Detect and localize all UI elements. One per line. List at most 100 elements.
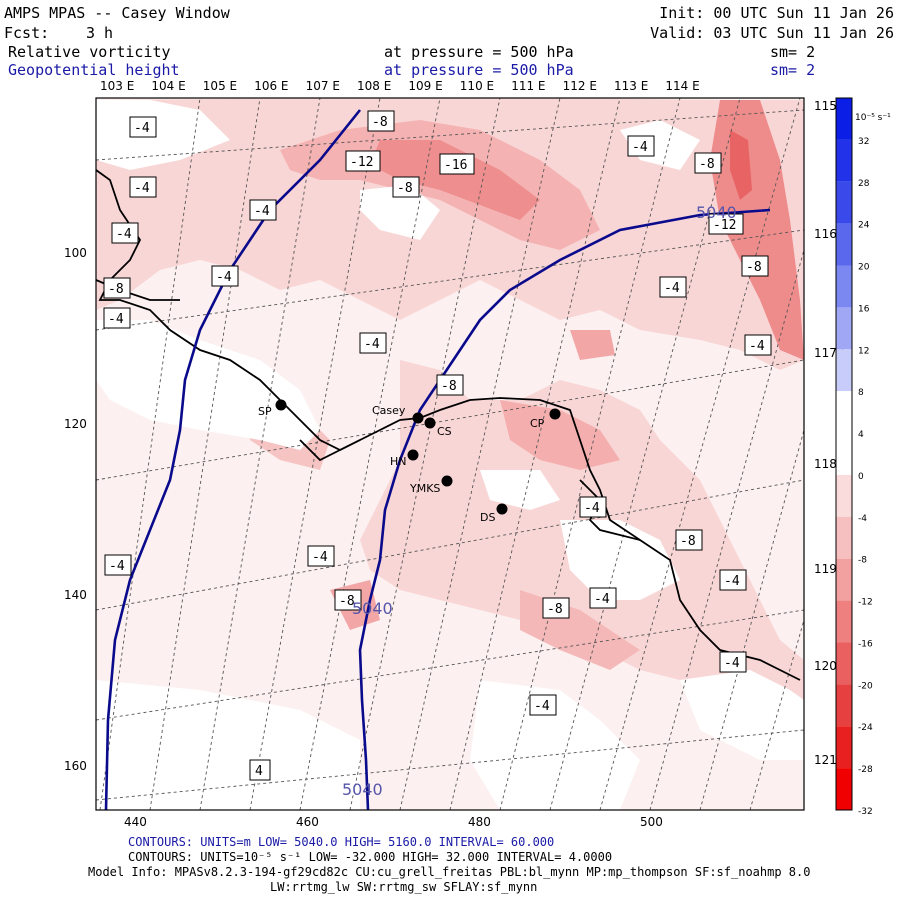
station-marker	[412, 412, 424, 424]
svg-text:-4: -4	[749, 339, 765, 354]
svg-text:-4: -4	[724, 574, 740, 589]
contour-label: -16	[439, 153, 475, 175]
height-label: 5040	[342, 780, 383, 799]
contour-label: -8	[103, 277, 131, 299]
svg-text:-8: -8	[680, 534, 696, 549]
station-marker	[275, 399, 287, 411]
contour-label: -4	[104, 554, 132, 576]
svg-text:-12: -12	[350, 155, 373, 170]
svg-text:-8: -8	[108, 282, 124, 297]
colorbar-unit: 10⁻⁵ s⁻¹	[855, 113, 891, 123]
contour-label: -4	[211, 265, 239, 287]
footer-height-contours: CONTOURS: UNITS=m LOW= 5040.0 HIGH= 5160…	[128, 835, 555, 849]
lon-label-top: 107 E	[305, 79, 340, 93]
contour-label: -4	[529, 694, 557, 716]
colorbar-swatch	[836, 726, 852, 769]
contour-label: -4	[129, 176, 157, 198]
valid-time: Valid: 03 UTC Sun 11 Jan 26	[650, 24, 894, 42]
contour-label: -4	[744, 334, 772, 356]
svg-text:-4: -4	[584, 501, 600, 516]
contour-label: -4	[579, 496, 607, 518]
colorbar-tick-label: 28	[858, 179, 870, 189]
contour-label: -12	[708, 213, 744, 235]
height-label: 5040	[696, 203, 737, 222]
svg-text:-4: -4	[134, 181, 150, 196]
smoothing-2: sm= 2	[770, 61, 816, 79]
svg-text:-4: -4	[632, 140, 648, 155]
contour-label: -4	[719, 651, 747, 673]
colorbar-swatch	[836, 768, 852, 810]
lon-label-top: 111 E	[511, 79, 546, 93]
lon-label-top: 104 E	[151, 79, 186, 93]
lon-label-top: 108 E	[357, 79, 392, 93]
contour-label: -4	[129, 116, 157, 138]
colorbar-swatch	[836, 600, 852, 643]
colorbar-swatch	[836, 181, 852, 224]
colorbar-tick-label: -20	[858, 681, 873, 691]
init-time: Init: 00 UTC Sun 11 Jan 26	[659, 4, 894, 22]
vorticity-region-neutral	[620, 120, 700, 170]
lon-label-top: 113 E	[614, 79, 649, 93]
x-tick-label: 480	[468, 815, 491, 829]
svg-text:-8: -8	[372, 115, 388, 130]
svg-text:-4: -4	[254, 204, 270, 219]
contour-label: -12	[345, 150, 381, 172]
footer-model-info: Model Info: MPASv8.2.3-194-gf29cd82c CU:…	[88, 865, 811, 879]
chart-title: AMPS MPAS -- Casey Window	[4, 4, 230, 22]
svg-text:-4: -4	[534, 699, 550, 714]
contour-label: -4	[589, 587, 617, 609]
station-label: HN	[390, 455, 407, 468]
colorbar-swatch	[836, 349, 852, 392]
colorbar-swatch	[836, 223, 852, 266]
y-tick-label: 100	[64, 246, 87, 260]
station-label: CS	[437, 425, 452, 438]
lon-label-top: 109 E	[408, 79, 443, 93]
svg-text:-12: -12	[713, 218, 736, 233]
y-tick-label: 120	[64, 417, 87, 431]
svg-text:-4: -4	[216, 270, 232, 285]
colorbar-swatch	[836, 98, 852, 140]
lon-label-top: 110 E	[459, 79, 495, 93]
vorticity-region-neutral	[470, 680, 640, 810]
colorbar: 32 28 24 20 16 12 8 4 0 -4 -8 -12 -16 -20 -24 -28 -32	[835, 97, 873, 817]
contour-label: -4	[659, 276, 687, 298]
lon-label-top: 103 E	[100, 79, 135, 93]
field-vorticity: Relative vorticity	[8, 43, 171, 61]
colorbar-swatch	[836, 516, 852, 559]
vorticity-shading	[96, 98, 804, 810]
colorbar-tick-label: 12	[858, 346, 869, 356]
svg-text:-4: -4	[134, 121, 150, 136]
vorticity-region-neutral	[680, 670, 804, 760]
colorbar-swatch	[836, 139, 852, 182]
colorbar-tick-label: -24	[858, 723, 873, 733]
y-tick-label: 160	[64, 759, 87, 773]
vorticity-region-neutral	[96, 680, 360, 810]
colorbar-tick-label: -12	[858, 598, 873, 608]
contour-label: -4	[719, 569, 747, 591]
lon-label-top: 106 E	[254, 79, 289, 93]
contour-label: 4	[249, 759, 271, 781]
colorbar-tick-label: -16	[858, 639, 873, 649]
station-label: Casey	[372, 404, 406, 417]
forecast-label: Fcst:	[4, 24, 50, 42]
lon-label-top: 105 E	[202, 79, 238, 93]
svg-text:-4: -4	[364, 337, 380, 352]
pressure-level-2: at pressure = 500 hPa	[384, 61, 574, 79]
svg-text:-4: -4	[116, 227, 132, 242]
colorbar-tick-label: 20	[858, 263, 870, 273]
vorticity-region-neutral	[96, 320, 320, 450]
vorticity-region-light	[96, 98, 804, 370]
x-tick-label: 500	[640, 815, 663, 829]
contour-label: -4	[103, 307, 131, 329]
contour-label: -8	[741, 255, 769, 277]
svg-text:-8: -8	[441, 379, 457, 394]
y-tick-label: 140	[64, 588, 87, 602]
svg-text:-4: -4	[724, 656, 740, 671]
colorbar-swatch	[836, 642, 852, 685]
svg-text:-8: -8	[339, 594, 355, 609]
contour-label: -4	[249, 199, 277, 221]
svg-text:-8: -8	[746, 260, 762, 275]
station-label: DS	[480, 511, 495, 524]
axis-tick-labels: 440 460 480 500 100 120 140 160	[64, 246, 663, 829]
vorticity-region-medium	[570, 330, 615, 360]
